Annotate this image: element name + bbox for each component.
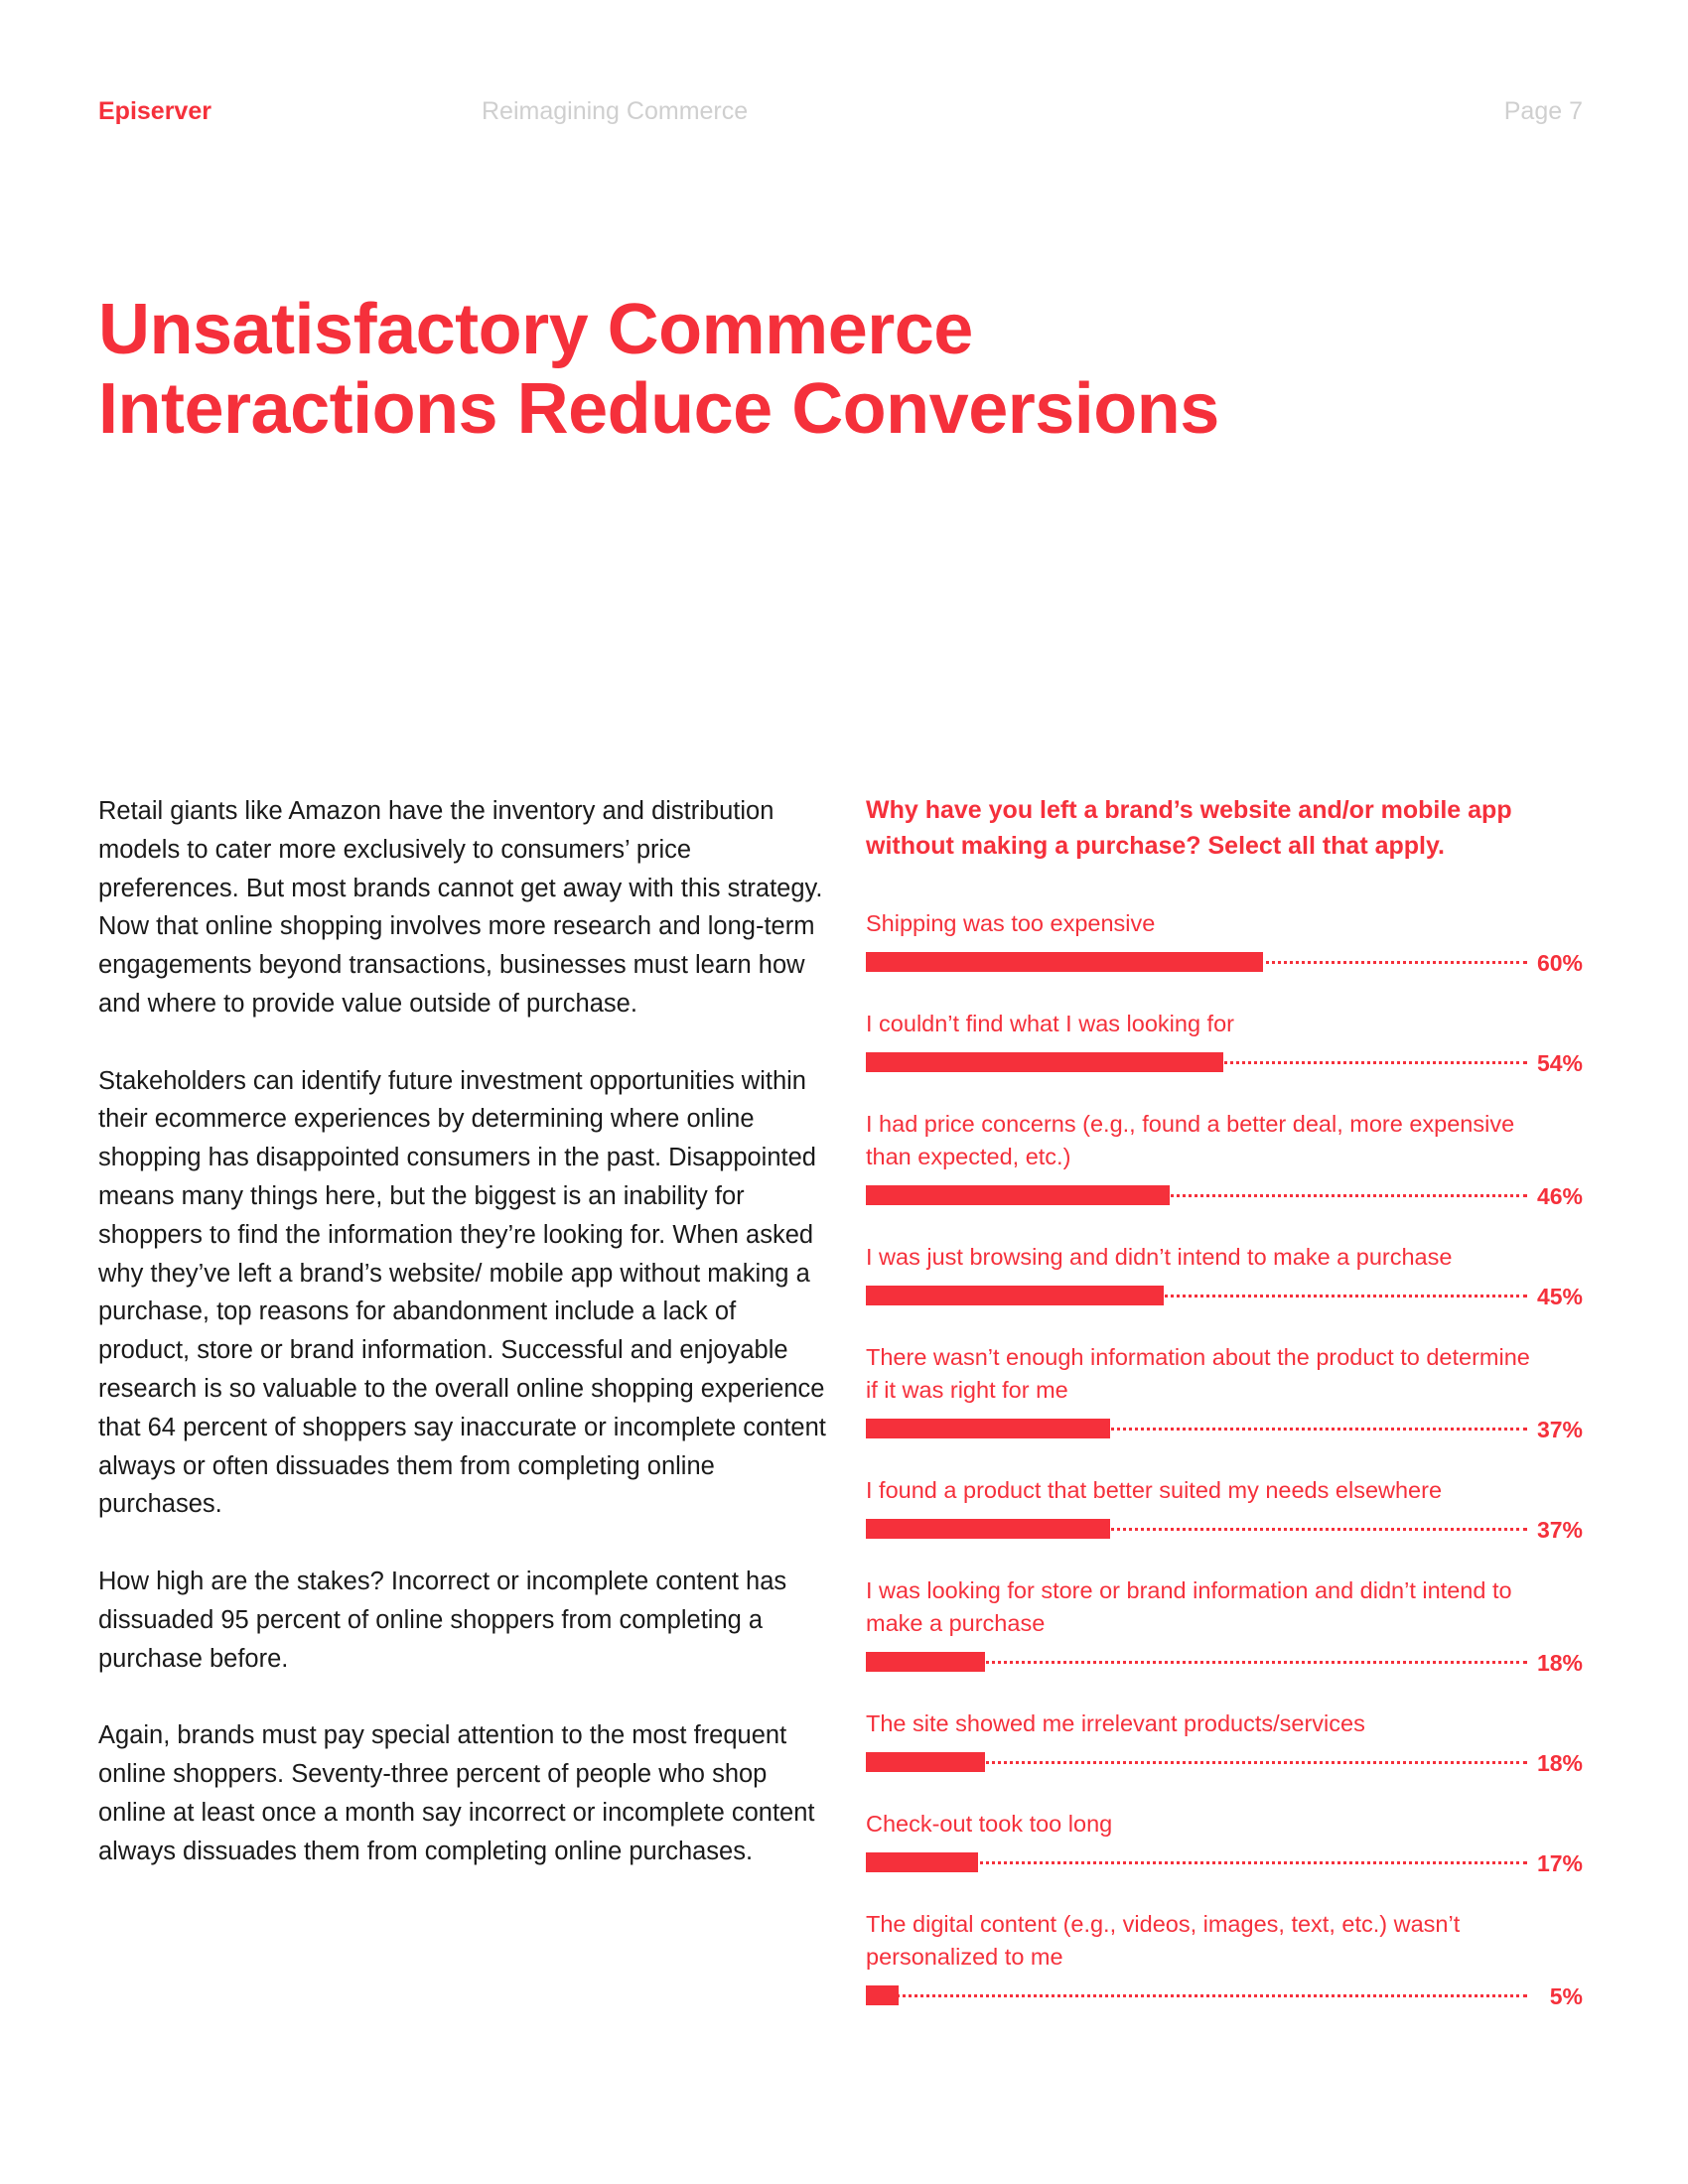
- value-label: 18%: [1536, 1650, 1583, 1676]
- category-label: I couldn’t find what I was looking for: [866, 1011, 1234, 1036]
- category-label: I had price concerns (e.g., found a bett…: [866, 1111, 1515, 1169]
- body-paragraph: Again, brands must pay special attention…: [98, 1721, 815, 1865]
- value-label: 46%: [1536, 1183, 1583, 1209]
- value-label: 18%: [1536, 1750, 1583, 1776]
- body-paragraph: Retail giants like Amazon have the inven…: [98, 797, 823, 1018]
- value-label: 17%: [1536, 1850, 1583, 1876]
- bar-track: [866, 1852, 1527, 1872]
- bar-track: [866, 1652, 1527, 1672]
- brand-name: Episerver: [98, 97, 211, 125]
- value-label: 60%: [1536, 950, 1583, 976]
- dotted-guide: [866, 1428, 1527, 1431]
- dotted-guide: [866, 1661, 1527, 1664]
- value-label: 37%: [1536, 1417, 1583, 1442]
- bar: [866, 1286, 1164, 1305]
- bar: [866, 1185, 1170, 1205]
- category-label: I was looking for store or brand informa…: [866, 1577, 1512, 1636]
- bar: [866, 1419, 1110, 1438]
- bar: [866, 1052, 1223, 1072]
- value-label: 37%: [1536, 1517, 1583, 1543]
- body-text: Retail giants like Amazon have the inven…: [98, 792, 828, 1909]
- document-title: Reimagining Commerce: [482, 97, 749, 125]
- dotted-guide: [866, 1994, 1527, 1997]
- page-title: Unsatisfactory Commerce Interactions Red…: [98, 290, 1389, 449]
- page-header: Episerver Reimagining Commerce Page 7: [0, 97, 1688, 131]
- bar: [866, 1985, 899, 2005]
- category-label: There wasn’t enough information about th…: [866, 1344, 1530, 1403]
- body-paragraph: Stakeholders can identify future investm…: [98, 1066, 826, 1519]
- bar: [866, 952, 1263, 972]
- category-label: The digital content (e.g., videos, image…: [866, 1911, 1461, 1970]
- bar-track: [866, 1185, 1527, 1205]
- bar-track: [866, 952, 1527, 972]
- category-label: Shipping was too expensive: [866, 910, 1156, 936]
- dotted-guide: [866, 1295, 1527, 1297]
- dotted-guide: [866, 1861, 1527, 1864]
- bar-track: [866, 1985, 1527, 2005]
- page-number: Page 7: [1503, 97, 1583, 125]
- bar-track: [866, 1286, 1527, 1305]
- category-label: Check-out took too long: [866, 1811, 1113, 1837]
- bar-track: [866, 1052, 1527, 1072]
- value-label: 45%: [1536, 1284, 1583, 1309]
- survey-bar-chart: Why have you left a brand’s website and/…: [866, 792, 1583, 2009]
- value-label: 5%: [1549, 1983, 1583, 2009]
- bar: [866, 1852, 978, 1872]
- body-paragraph: How high are the stakes? Incorrect or in…: [98, 1567, 787, 1673]
- dotted-guide: [866, 1528, 1527, 1531]
- category-label: The site showed me irrelevant products/s…: [866, 1710, 1365, 1736]
- category-label: I found a product that better suited my …: [866, 1477, 1443, 1503]
- bar-track: [866, 1419, 1527, 1438]
- dotted-guide: [866, 1761, 1527, 1764]
- bar-track: [866, 1752, 1527, 1772]
- bar-track: [866, 1519, 1527, 1539]
- chart-title: Why have you left a brand’s website and/…: [866, 796, 1512, 860]
- value-label: 54%: [1536, 1050, 1583, 1076]
- page-title-line-1: Unsatisfactory Commerce: [98, 290, 973, 369]
- dotted-guide: [866, 1194, 1527, 1197]
- category-label: I was just browsing and didn’t intend to…: [866, 1244, 1453, 1270]
- bar: [866, 1752, 985, 1772]
- bar: [866, 1519, 1110, 1539]
- bar: [866, 1652, 985, 1672]
- page-title-line-2: Interactions Reduce Conversions: [98, 369, 1219, 449]
